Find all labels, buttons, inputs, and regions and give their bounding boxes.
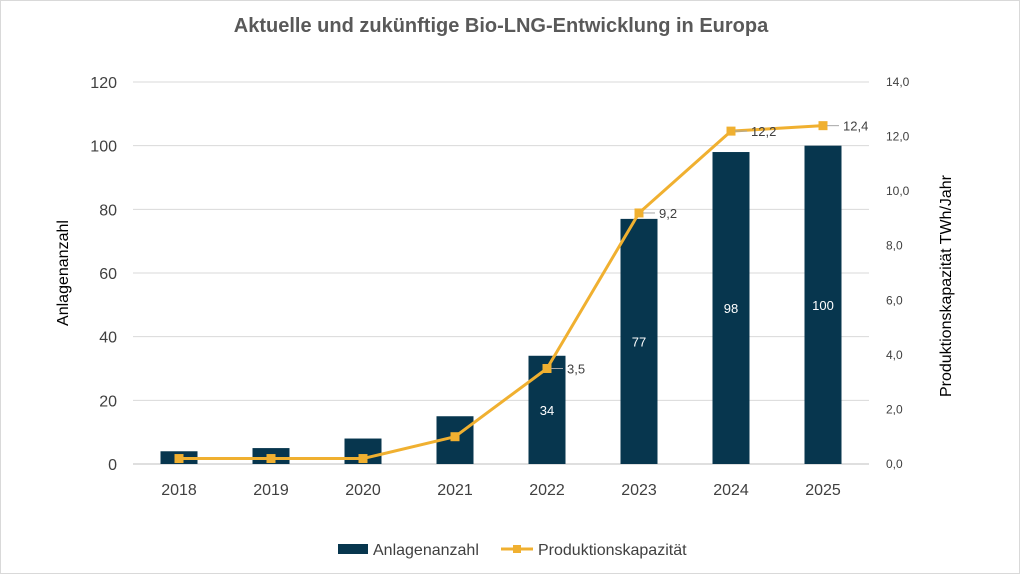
line-data-label: 12,2 xyxy=(751,124,776,139)
bar-data-label: 77 xyxy=(632,334,646,349)
gridlines xyxy=(133,81,869,465)
right-tick-label: 4,0 xyxy=(886,348,903,362)
right-tick-label: 2,0 xyxy=(886,402,903,416)
right-tick-label: 14,0 xyxy=(886,75,910,89)
legend: Anlagenanzahl Produktionskapazität xyxy=(338,542,687,559)
bar xyxy=(804,145,842,464)
left-axis-ticks: 0 20 40 60 80 100 120 xyxy=(90,75,117,474)
bar xyxy=(712,152,750,465)
left-tick-label: 120 xyxy=(90,75,117,92)
left-tick-label: 40 xyxy=(99,330,117,347)
left-tick-label: 80 xyxy=(99,202,117,219)
legend-line-label: Produktionskapazität xyxy=(538,542,687,559)
left-tick-label: 20 xyxy=(99,393,117,410)
x-tick-label: 2023 xyxy=(621,482,657,499)
line-series: 3,5 9,2 12,2 12,4 xyxy=(174,119,868,464)
line-marker xyxy=(358,454,368,464)
line-data-label: 9,2 xyxy=(659,206,677,221)
right-axis-title: Produktionskapazität TWh/Jahr xyxy=(938,174,955,397)
legend-line-marker xyxy=(513,545,521,553)
left-tick-label: 60 xyxy=(99,266,117,283)
left-tick-label: 100 xyxy=(90,139,117,156)
line-path xyxy=(179,124,824,461)
bar xyxy=(620,218,658,464)
right-tick-label: 10,0 xyxy=(886,184,910,198)
x-tick-label: 2019 xyxy=(253,482,289,499)
right-tick-label: 12,0 xyxy=(886,130,910,144)
chart-title: Aktuelle und zukünftige Bio-LNG-Entwickl… xyxy=(234,15,769,37)
x-axis-ticks: 2018 2019 2020 2021 2022 2023 2024 2025 xyxy=(161,482,841,499)
bar-data-label: 34 xyxy=(540,403,554,418)
legend-bar-swatch xyxy=(338,544,368,554)
line-marker xyxy=(634,208,644,218)
left-axis-title: Anlagenanzahl xyxy=(55,220,72,326)
right-tick-label: 8,0 xyxy=(886,239,903,253)
x-tick-label: 2022 xyxy=(529,482,565,499)
bar-data-label: 100 xyxy=(812,298,834,313)
right-axis-ticks: 0,0 2,0 4,0 6,0 8,0 10,0 12,0 14,0 xyxy=(886,75,910,471)
x-tick-label: 2025 xyxy=(805,482,841,499)
line-marker xyxy=(726,126,736,136)
line-marker xyxy=(266,454,276,464)
x-tick-label: 2020 xyxy=(345,482,381,499)
line-marker xyxy=(450,432,460,442)
line-marker xyxy=(174,454,184,464)
line-marker xyxy=(818,121,828,131)
right-tick-label: 0,0 xyxy=(886,457,903,471)
left-tick-label: 0 xyxy=(108,457,117,474)
x-tick-label: 2024 xyxy=(713,482,749,499)
line-data-label: 3,5 xyxy=(567,362,585,377)
right-tick-label: 6,0 xyxy=(886,293,903,307)
bar xyxy=(528,355,566,464)
line-data-label: 12,4 xyxy=(843,119,868,134)
line-marker xyxy=(542,364,552,373)
bar-series: 34 77 98 100 xyxy=(160,145,842,465)
bar-data-label: 98 xyxy=(724,301,738,316)
legend-bar-label: Anlagenanzahl xyxy=(373,542,479,559)
x-tick-label: 2021 xyxy=(437,482,473,499)
x-tick-label: 2018 xyxy=(161,482,197,499)
